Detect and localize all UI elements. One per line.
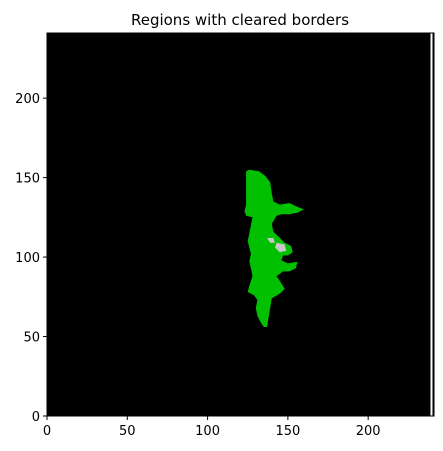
plot-area xyxy=(46,32,435,417)
y-tick-label: 200 xyxy=(15,92,40,107)
region-1 xyxy=(244,169,304,327)
x-axis: 0 50 100 150 200 xyxy=(43,416,381,439)
region-1-hole-2 xyxy=(275,242,287,253)
region-1-hole-1 xyxy=(267,238,275,243)
y-tick-label: 100 xyxy=(15,251,40,266)
image-background xyxy=(47,33,434,416)
y-tick-label: 150 xyxy=(15,172,40,187)
regions-layer xyxy=(244,169,304,327)
y-tick-label: 50 xyxy=(23,331,40,346)
x-tick-label: 50 xyxy=(119,424,136,439)
x-tick-label: 0 xyxy=(43,424,51,439)
x-tick-label: 100 xyxy=(195,424,220,439)
x-tick-label: 150 xyxy=(275,424,300,439)
y-tick-label: 0 xyxy=(32,410,40,425)
chart-title: Regions with cleared borders xyxy=(131,11,349,29)
y-axis: 0 50 100 150 200 xyxy=(15,92,47,425)
axes-frame xyxy=(46,32,435,417)
x-tick-label: 200 xyxy=(356,424,381,439)
